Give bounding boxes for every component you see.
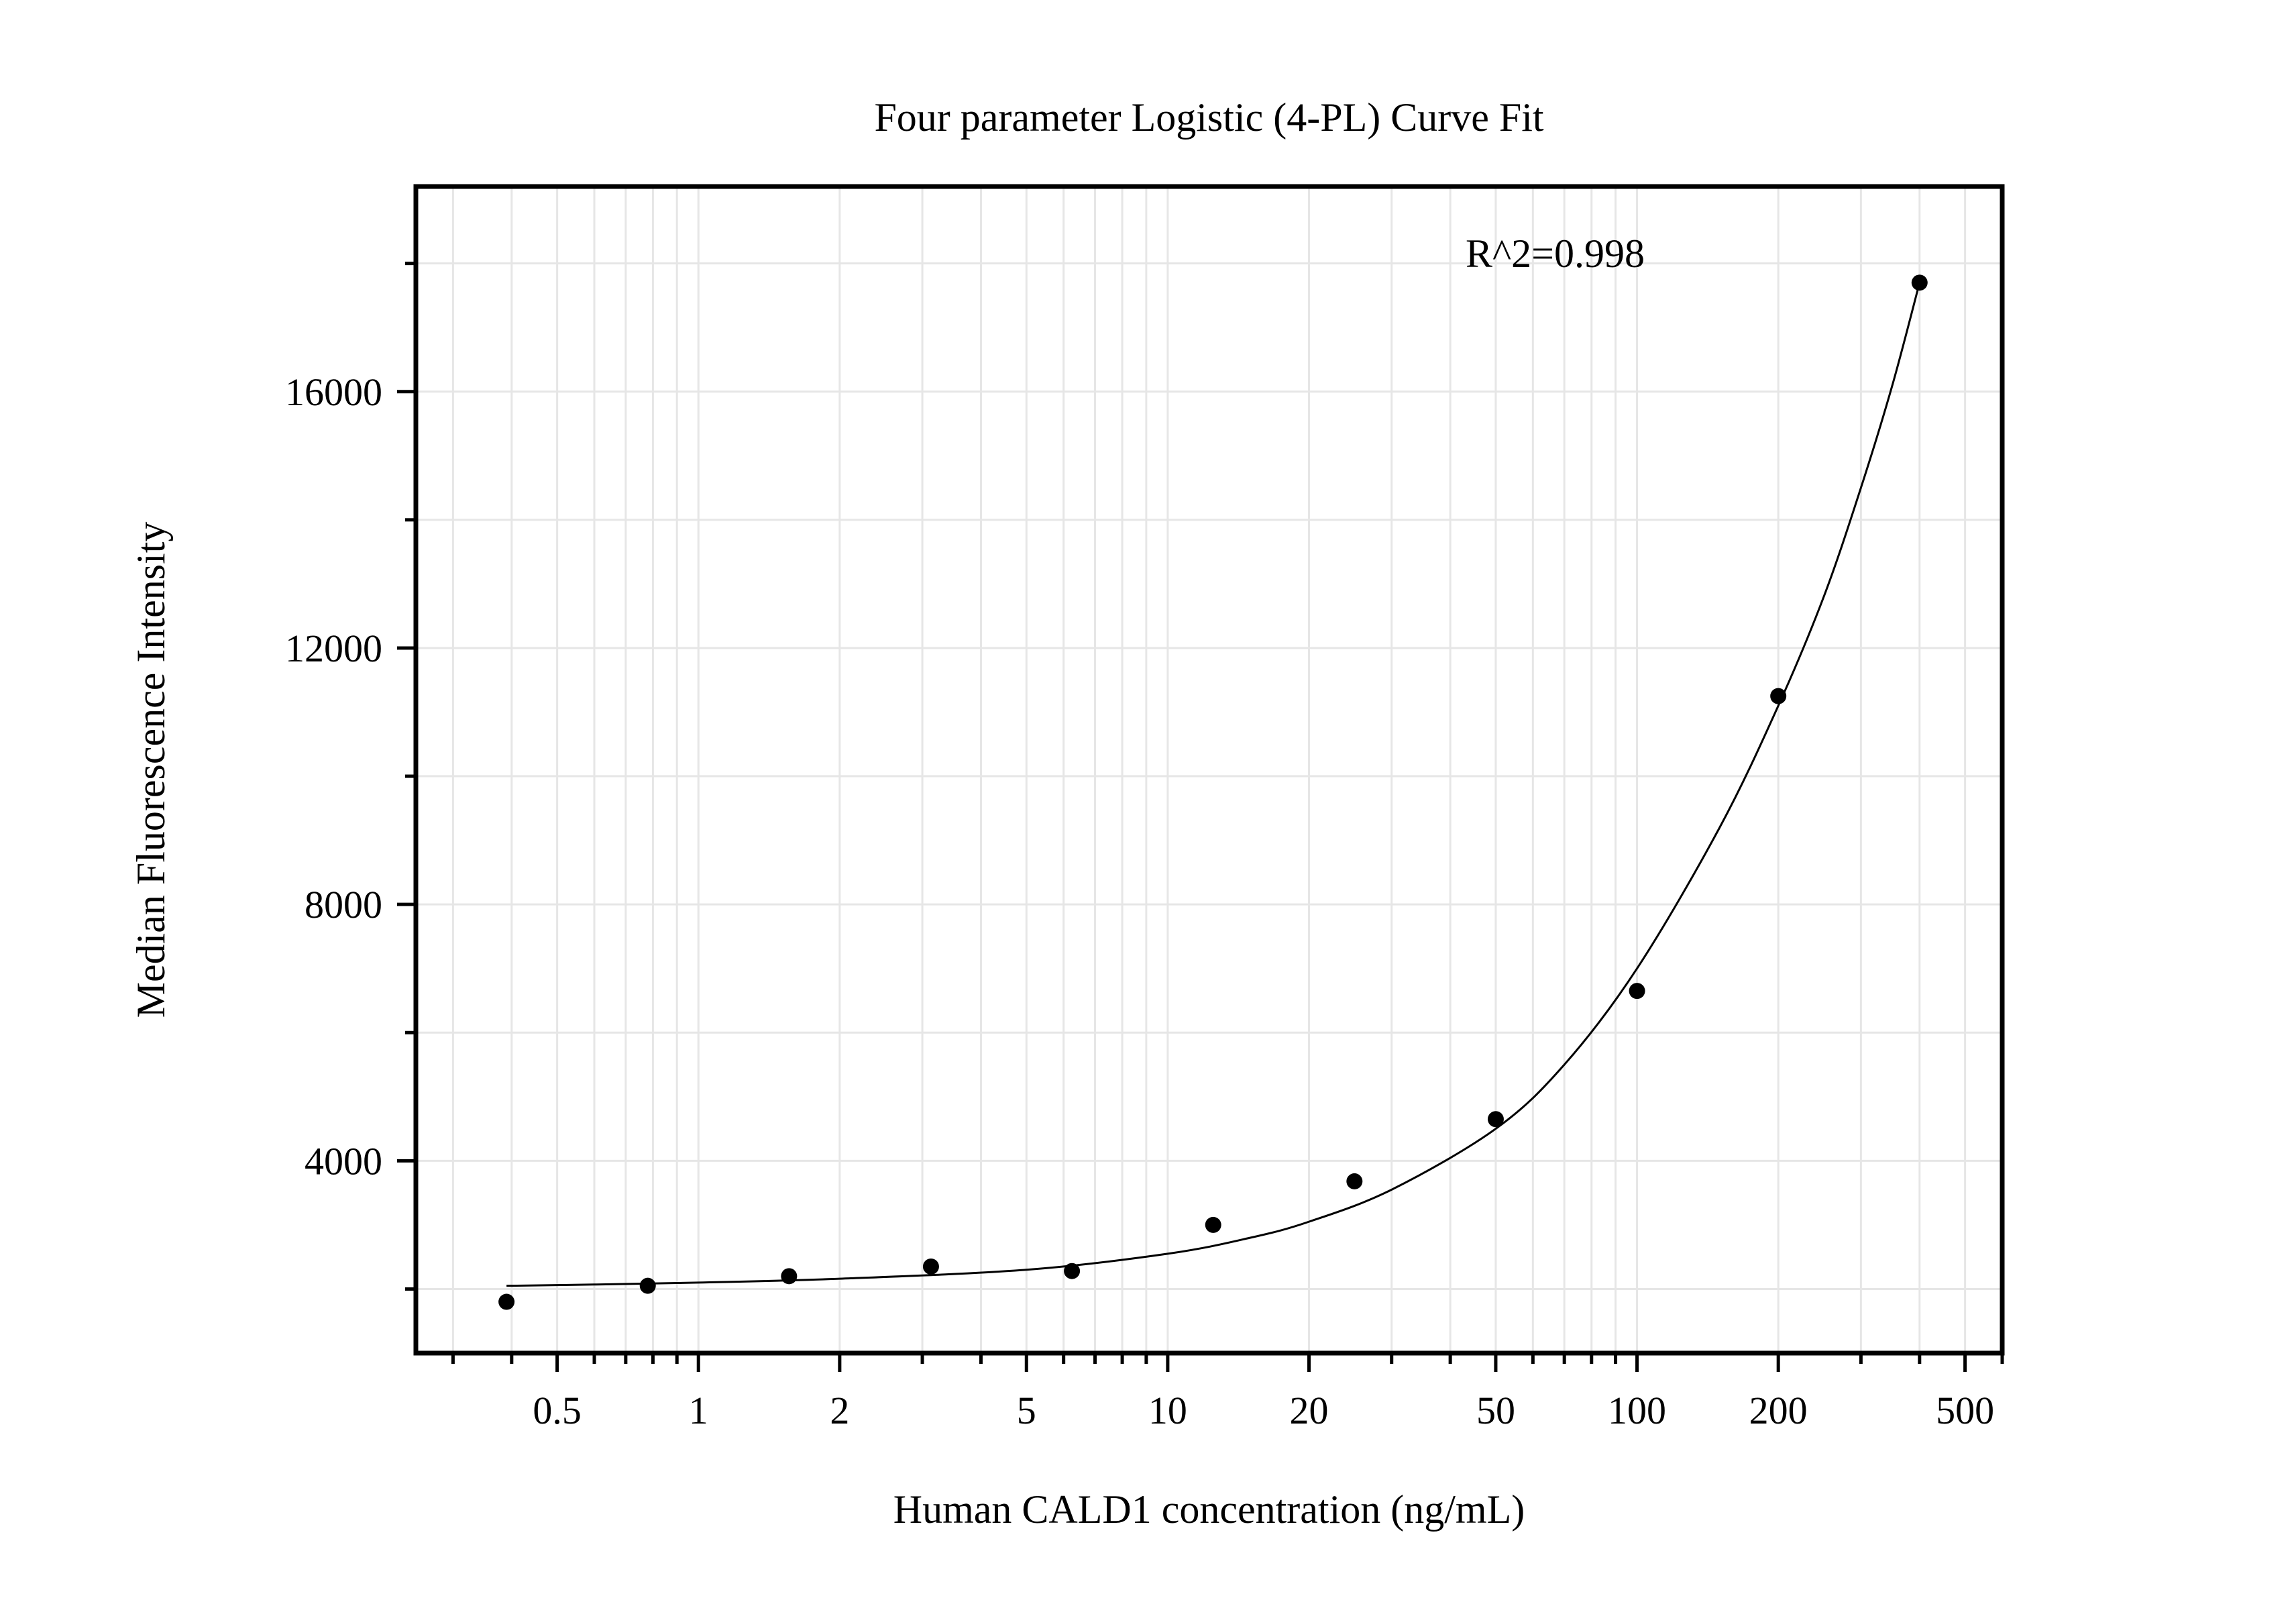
x-tick-label: 1 [689,1389,708,1432]
y-tick-label: 8000 [305,883,382,926]
y-tick-label: 12000 [285,627,382,670]
tick-labels: 0.5 1 2 5 10 20 50 100 200 500 4000 8000 12000 16000 [285,370,1994,1432]
x-tick-label: 10 [1148,1389,1187,1432]
data-point [1205,1216,1221,1233]
x-tick-label: 100 [1608,1389,1666,1432]
x-tick-label: 2 [830,1389,849,1432]
data-point [498,1293,515,1310]
data-points [498,274,1928,1310]
plot-frame [413,184,2005,1356]
x-tick-label: 5 [1017,1389,1036,1432]
y-tick-label: 4000 [305,1139,382,1183]
data-point [1629,983,1645,1000]
r-squared-annotation: R^2=0.998 [1466,231,1645,276]
x-tick-label: 50 [1476,1389,1515,1432]
data-point [1487,1111,1504,1128]
x-tick-label: 0.5 [533,1389,582,1432]
chart-title: Four parameter Logistic (4-PL) Curve Fit [874,95,1543,140]
data-point [1346,1173,1363,1189]
fit-curve [506,282,1921,1287]
data-point [922,1259,939,1275]
x-tick-label: 500 [1936,1389,1994,1432]
data-point [1911,274,1928,291]
data-point [781,1268,798,1285]
x-tick-label: 20 [1290,1389,1329,1432]
y-axis-label: Median Fluorescence Intensity [129,522,173,1018]
data-point [1770,688,1787,704]
x-tick-label: 200 [1749,1389,1808,1432]
x-axis-label: Human CALD1 concentration (ng/mL) [893,1487,1525,1532]
fit-curve-layer [506,282,1921,1287]
axis-ticks [397,262,2004,1372]
grid [416,186,2004,1353]
y-tick-label: 16000 [285,370,382,414]
data-point [1064,1263,1081,1279]
data-point [639,1277,656,1294]
